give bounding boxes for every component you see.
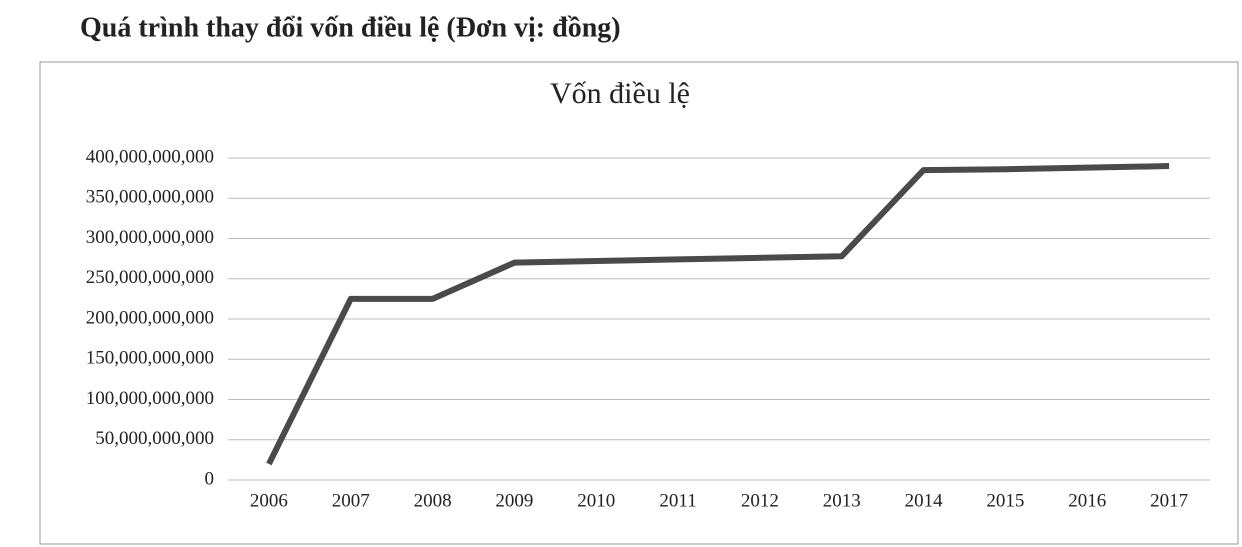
x-tick-label: 2017 xyxy=(1150,490,1188,511)
y-tick-label: 250,000,000,000 xyxy=(86,267,214,288)
y-tick-label: 350,000,000,000 xyxy=(86,187,214,208)
data-line xyxy=(266,163,1170,466)
x-tick-label: 2007 xyxy=(332,490,370,511)
x-tick-label: 2010 xyxy=(577,490,615,511)
page-title: Quá trình thay đổi vốn điều lệ (Đơn vị: … xyxy=(80,12,621,43)
y-tick-label: 150,000,000,000 xyxy=(86,348,214,369)
x-tick-label: 2015 xyxy=(986,490,1024,511)
y-tick-label: 100,000,000,000 xyxy=(86,388,214,409)
chart-frame xyxy=(39,61,1239,545)
y-tick-label: 400,000,000,000 xyxy=(86,146,214,167)
x-tick-label: 2008 xyxy=(414,490,452,511)
x-tick-label: 2006 xyxy=(250,490,288,511)
x-tick-label: 2016 xyxy=(1068,490,1106,511)
y-tick-label: 50,000,000,000 xyxy=(95,428,214,449)
x-tick-label: 2011 xyxy=(659,490,696,511)
y-tick-label: 300,000,000,000 xyxy=(86,227,214,248)
y-tick-label: 0 xyxy=(205,468,215,489)
x-tick-label: 2013 xyxy=(823,490,861,511)
x-tick-label: 2012 xyxy=(741,490,779,511)
chart-title: Vốn điều lệ xyxy=(550,77,690,110)
x-tick-label: 2009 xyxy=(495,490,533,511)
x-tick-label: 2014 xyxy=(905,490,944,511)
y-tick-label: 200,000,000,000 xyxy=(86,307,214,328)
